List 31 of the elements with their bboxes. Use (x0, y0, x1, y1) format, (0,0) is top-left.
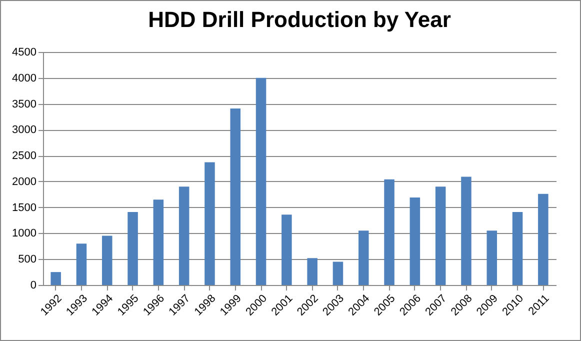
bar (435, 186, 446, 285)
y-tick-label: 2500 (12, 150, 36, 162)
bar (230, 108, 241, 285)
y-tick-label: 1000 (12, 228, 36, 240)
y-tick-label: 3500 (12, 98, 36, 110)
bar (128, 212, 138, 285)
bar (461, 176, 472, 285)
bar (307, 258, 318, 285)
bar (153, 200, 164, 285)
bar (178, 186, 190, 285)
y-tick-label: 4500 (12, 46, 36, 58)
y-tick-label: 2000 (12, 176, 36, 188)
bar (204, 162, 215, 285)
bar (410, 197, 420, 285)
bar (358, 230, 369, 285)
bar (512, 212, 523, 285)
bar (76, 244, 87, 285)
chart-title: HDD Drill Production by Year (148, 7, 452, 32)
bar (538, 194, 548, 285)
y-tick-label: 0 (30, 280, 36, 292)
y-tick-label: 4000 (12, 72, 36, 84)
bar (486, 230, 498, 285)
bar (102, 236, 112, 285)
y-tick-label: 1500 (12, 202, 36, 214)
bar (50, 272, 61, 285)
bar (332, 262, 344, 285)
bar (282, 214, 292, 285)
bar (256, 78, 266, 285)
bar (384, 179, 394, 285)
y-tick-label: 3000 (12, 124, 36, 136)
y-tick-label: 500 (18, 254, 36, 266)
